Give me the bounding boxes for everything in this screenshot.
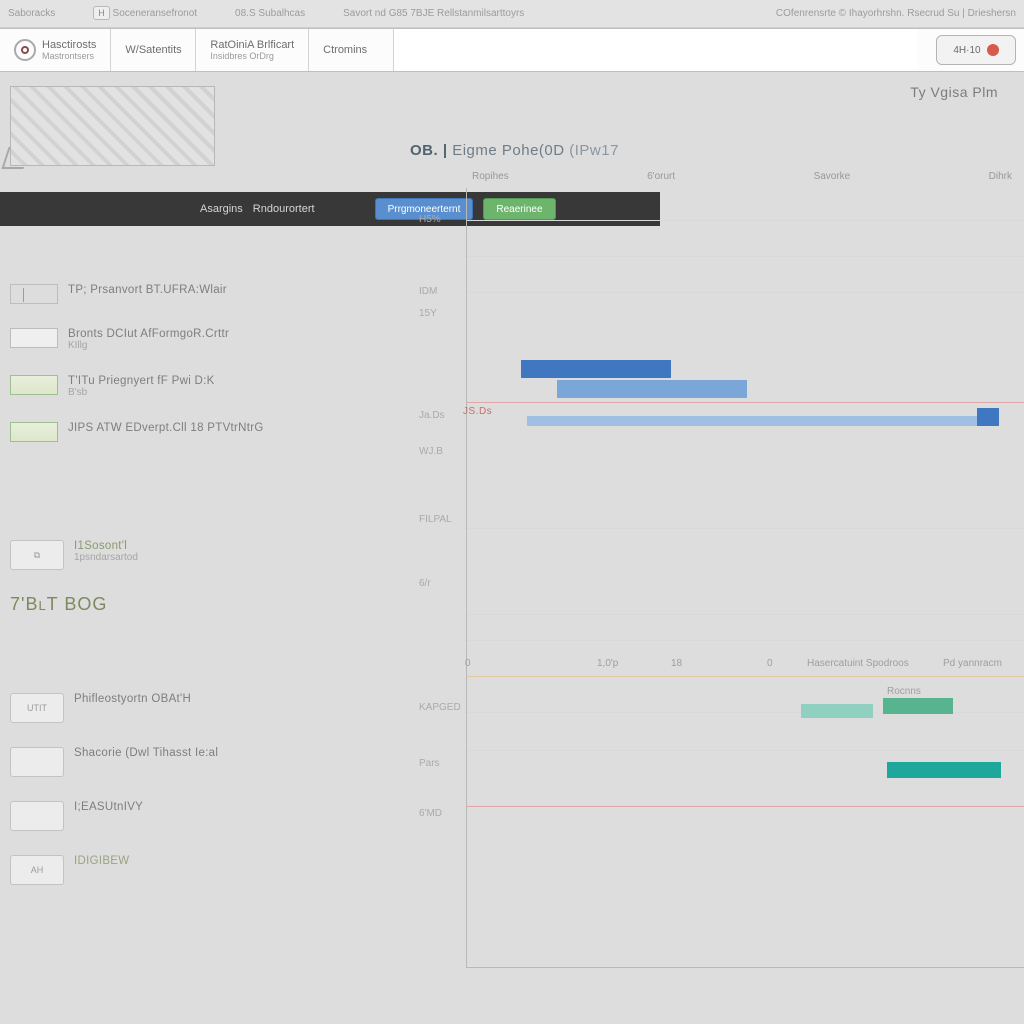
logo-icon <box>14 39 36 61</box>
list-item[interactable]: TP; Prsanvort BT.UFRA:Wlair <box>10 284 360 304</box>
list-item[interactable]: Shacorie (Dwl Tihasst Ie:al <box>10 747 360 777</box>
swatch-icon <box>10 328 58 348</box>
ghost-label: 7'BlT BOG <box>10 594 360 615</box>
db-link[interactable]: Rndourortert <box>253 203 315 215</box>
thumbnail-icon <box>10 747 64 777</box>
tabs-row: HasctirostsMastrontsers W/Satentits RatO… <box>0 28 1024 72</box>
chart-title: OB. | Eigme Pohe(0D (IPw17 <box>410 142 1020 159</box>
diagram-thumbnail[interactable] <box>10 86 215 166</box>
thumbnail-icon <box>10 801 64 831</box>
status-pill[interactable]: 4H·10 <box>936 35 1016 65</box>
list-item[interactable]: T'ITu Priegnyert fF Pwi D:KB'sb <box>10 375 360 398</box>
key-hint: H <box>93 6 110 20</box>
list-item[interactable]: UTIT Phifleostyortn OBAt'H <box>10 693 360 723</box>
record-dot-icon <box>987 44 999 56</box>
menu-bar: Saboracks H Soceneransefronot 08.S Subal… <box>0 0 1024 28</box>
chart-area: OB. | Eigme Pohe(0D (IPw17 Ropihes 6'oru… <box>410 142 1020 1024</box>
tab-3[interactable]: Ctromins <box>309 29 394 71</box>
mb-right: COfenrensrte © Ihayorhrshn. Rsecrud Su |… <box>776 8 1016 19</box>
status-pill-label: 4H·10 <box>953 45 980 56</box>
mb-item[interactable]: Soceneransefronot <box>113 8 198 19</box>
thumbnail-icon: ⧉ <box>10 540 64 570</box>
right-panel: Ty Vgisa Plm OB. | Eigme Pohe(0D (IPw17 … <box>370 72 1024 1024</box>
layer-list: TP; Prsanvort BT.UFRA:Wlair Bronts DCIut… <box>4 284 360 885</box>
thumbnail-icon: AH <box>10 855 64 885</box>
db-link[interactable]: Asargins <box>200 203 243 215</box>
list-item[interactable]: AH IDIGIBEW <box>10 855 360 885</box>
tab-1[interactable]: W/Satentits <box>111 29 196 71</box>
chart-plot[interactable]: H5%IDM15YJa.DsWJ.BFILPAL6/rKAPGEDPars6'M… <box>466 188 1024 968</box>
chart-top-axis: Ropihes 6'orurt Savorke Dihrk <box>472 171 1012 182</box>
swatch-icon <box>10 422 58 442</box>
tab-home[interactable]: HasctirostsMastrontsers <box>0 29 111 71</box>
panel-subtitle: Ty Vgisa Plm <box>910 84 998 100</box>
swatch-icon <box>10 375 58 395</box>
tab-search-area[interactable] <box>394 29 918 71</box>
list-item[interactable]: I;EASUtnIVY <box>10 801 360 831</box>
mb-item[interactable]: 08.S Subalhcas <box>235 8 305 19</box>
list-item[interactable]: ⧉ I1Sosont'l1psndarsartod <box>10 540 360 570</box>
mb-item[interactable]: Savort nd G85 7BJE Rellstanmilsarttoyrs <box>343 8 524 19</box>
swatch-icon <box>10 284 58 304</box>
list-item[interactable]: Bronts DCIut AfFormgoR.CrttrKIllg <box>10 328 360 351</box>
mb-item[interactable]: Saboracks <box>8 8 55 19</box>
thumbnail-icon: UTIT <box>10 693 64 723</box>
list-item[interactable]: JIPS ATW EDverpt.Cll 18 PTVtrNtrG <box>10 422 360 442</box>
tab-2[interactable]: RatOiniA BrlficartInsidbres OrDrg <box>196 29 309 71</box>
